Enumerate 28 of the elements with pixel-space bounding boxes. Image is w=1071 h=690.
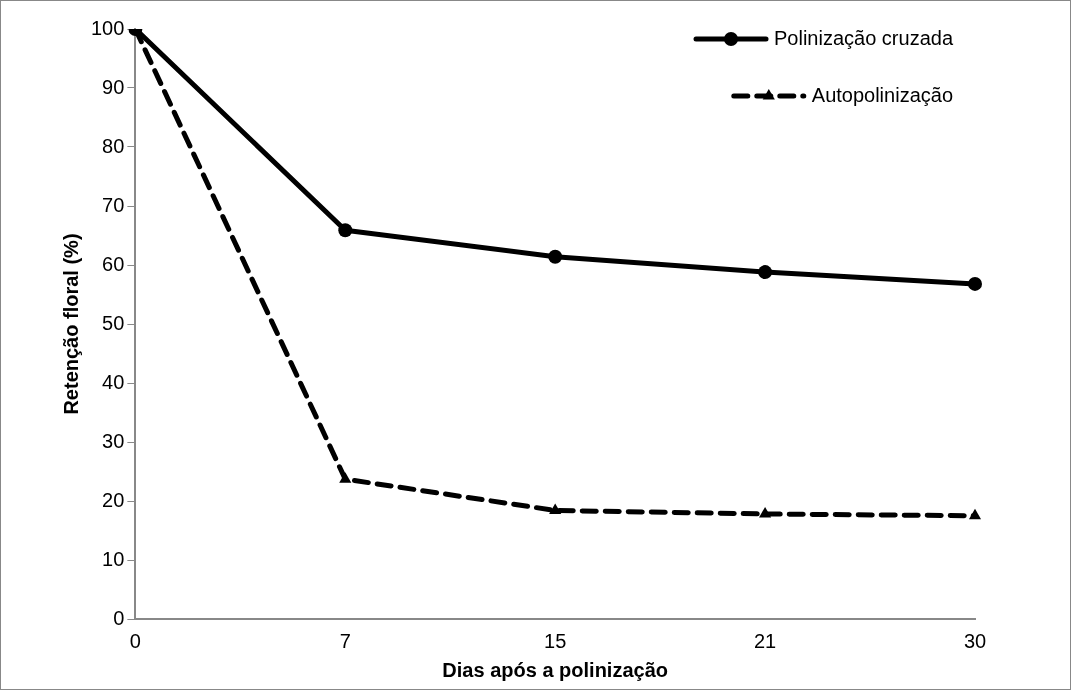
y-tick-label: 0: [113, 606, 125, 629]
x-tick-label: 30: [963, 629, 987, 652]
y-tick-label: 20: [102, 488, 125, 511]
y-tick-label: 30: [102, 429, 125, 452]
x-tick-label: 15: [544, 629, 567, 652]
y-tick-label: 50: [102, 311, 125, 334]
y-tick-label: 10: [102, 547, 125, 570]
y-tick-label: 80: [102, 134, 125, 157]
x-axis-title: Dias após a polinização: [442, 658, 668, 681]
point: [338, 223, 353, 238]
y-tick-label: 70: [102, 193, 125, 216]
legend-label: Autopolinização: [811, 83, 954, 106]
y-tick-label: 90: [102, 75, 125, 98]
y-tick-label: 100: [90, 16, 125, 39]
point: [968, 276, 982, 291]
y-tick-label: 40: [102, 370, 125, 393]
point: [759, 506, 772, 518]
point: [339, 472, 352, 483]
x-tick-label: 21: [753, 629, 777, 652]
x-tick-label: 0: [129, 629, 141, 652]
point: [548, 249, 563, 264]
x-tick-label: 7: [339, 629, 351, 652]
point: [758, 265, 773, 280]
point: [549, 503, 562, 514]
legend-label: Polinização cruzada: [774, 26, 954, 49]
y-axis-title: Retenção floral (%): [59, 233, 82, 415]
point: [968, 508, 982, 520]
y-tick-label: 60: [102, 252, 125, 275]
